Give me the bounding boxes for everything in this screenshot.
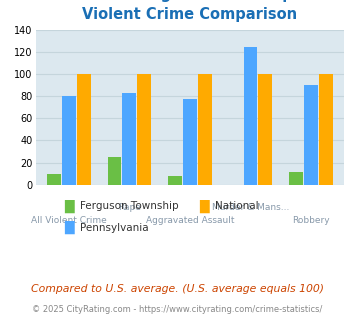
Text: Robbery: Robbery	[292, 216, 330, 225]
Bar	[122, 93, 136, 185]
Text: Compared to U.S. average. (U.S. average equals 100): Compared to U.S. average. (U.S. average …	[31, 284, 324, 294]
Bar	[319, 74, 333, 185]
Bar	[108, 157, 121, 185]
Bar	[304, 85, 318, 185]
Bar	[62, 96, 76, 185]
Bar	[258, 74, 272, 185]
Title: 2018 Ferguson Township
Violent Crime Comparison: 2018 Ferguson Township Violent Crime Com…	[82, 0, 297, 21]
Text: © 2025 CityRating.com - https://www.cityrating.com/crime-statistics/: © 2025 CityRating.com - https://www.city…	[32, 305, 323, 314]
Bar	[198, 74, 212, 185]
Text: █: █	[64, 221, 73, 234]
Text: Pennsylvania: Pennsylvania	[80, 223, 148, 233]
Bar	[168, 176, 182, 185]
Text: Aggravated Assault: Aggravated Assault	[146, 216, 234, 225]
Bar	[289, 172, 303, 185]
Bar	[137, 74, 151, 185]
Text: █: █	[64, 200, 73, 213]
Text: Murder & Mans...: Murder & Mans...	[212, 203, 289, 212]
Bar	[47, 174, 61, 185]
Bar	[183, 100, 197, 185]
Text: All Violent Crime: All Violent Crime	[31, 216, 107, 225]
Text: National: National	[215, 201, 258, 211]
Bar	[244, 48, 257, 185]
Text: Ferguson Township: Ferguson Township	[80, 201, 179, 211]
Text: Rape: Rape	[118, 203, 141, 212]
Text: █: █	[199, 200, 208, 213]
Bar	[77, 74, 91, 185]
